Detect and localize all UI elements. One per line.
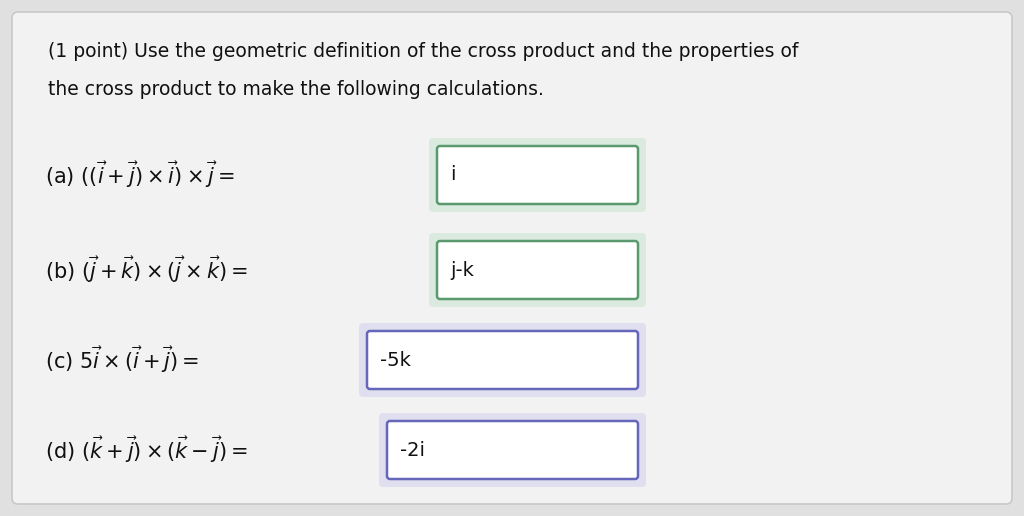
FancyBboxPatch shape — [387, 421, 638, 479]
Text: i: i — [450, 166, 456, 185]
Text: (b) $(\vec{j} + \vec{k}) \times (\vec{j} \times \vec{k}) =$: (b) $(\vec{j} + \vec{k}) \times (\vec{j}… — [45, 254, 248, 285]
FancyBboxPatch shape — [12, 12, 1012, 504]
Text: the cross product to make the following calculations.: the cross product to make the following … — [48, 80, 544, 99]
FancyBboxPatch shape — [367, 331, 638, 389]
FancyBboxPatch shape — [429, 233, 646, 307]
Text: j-k: j-k — [450, 261, 474, 280]
FancyBboxPatch shape — [437, 241, 638, 299]
Text: (d) $(\vec{k} + \vec{j}) \times (\vec{k} - \vec{j}) =$: (d) $(\vec{k} + \vec{j}) \times (\vec{k}… — [45, 434, 248, 465]
FancyBboxPatch shape — [437, 146, 638, 204]
Text: -2i: -2i — [400, 441, 425, 460]
FancyBboxPatch shape — [379, 413, 646, 487]
Text: (c) $5\vec{i} \times (\vec{i} + \vec{j}) =$: (c) $5\vec{i} \times (\vec{i} + \vec{j})… — [45, 345, 199, 376]
Text: -5k: -5k — [380, 350, 411, 369]
FancyBboxPatch shape — [359, 323, 646, 397]
Text: (1 point) Use the geometric definition of the cross product and the properties o: (1 point) Use the geometric definition o… — [48, 42, 799, 61]
FancyBboxPatch shape — [429, 138, 646, 212]
Text: (a) $((\vec{i} + \vec{j}) \times \vec{i}) \times \vec{j} =$: (a) $((\vec{i} + \vec{j}) \times \vec{i}… — [45, 159, 234, 190]
